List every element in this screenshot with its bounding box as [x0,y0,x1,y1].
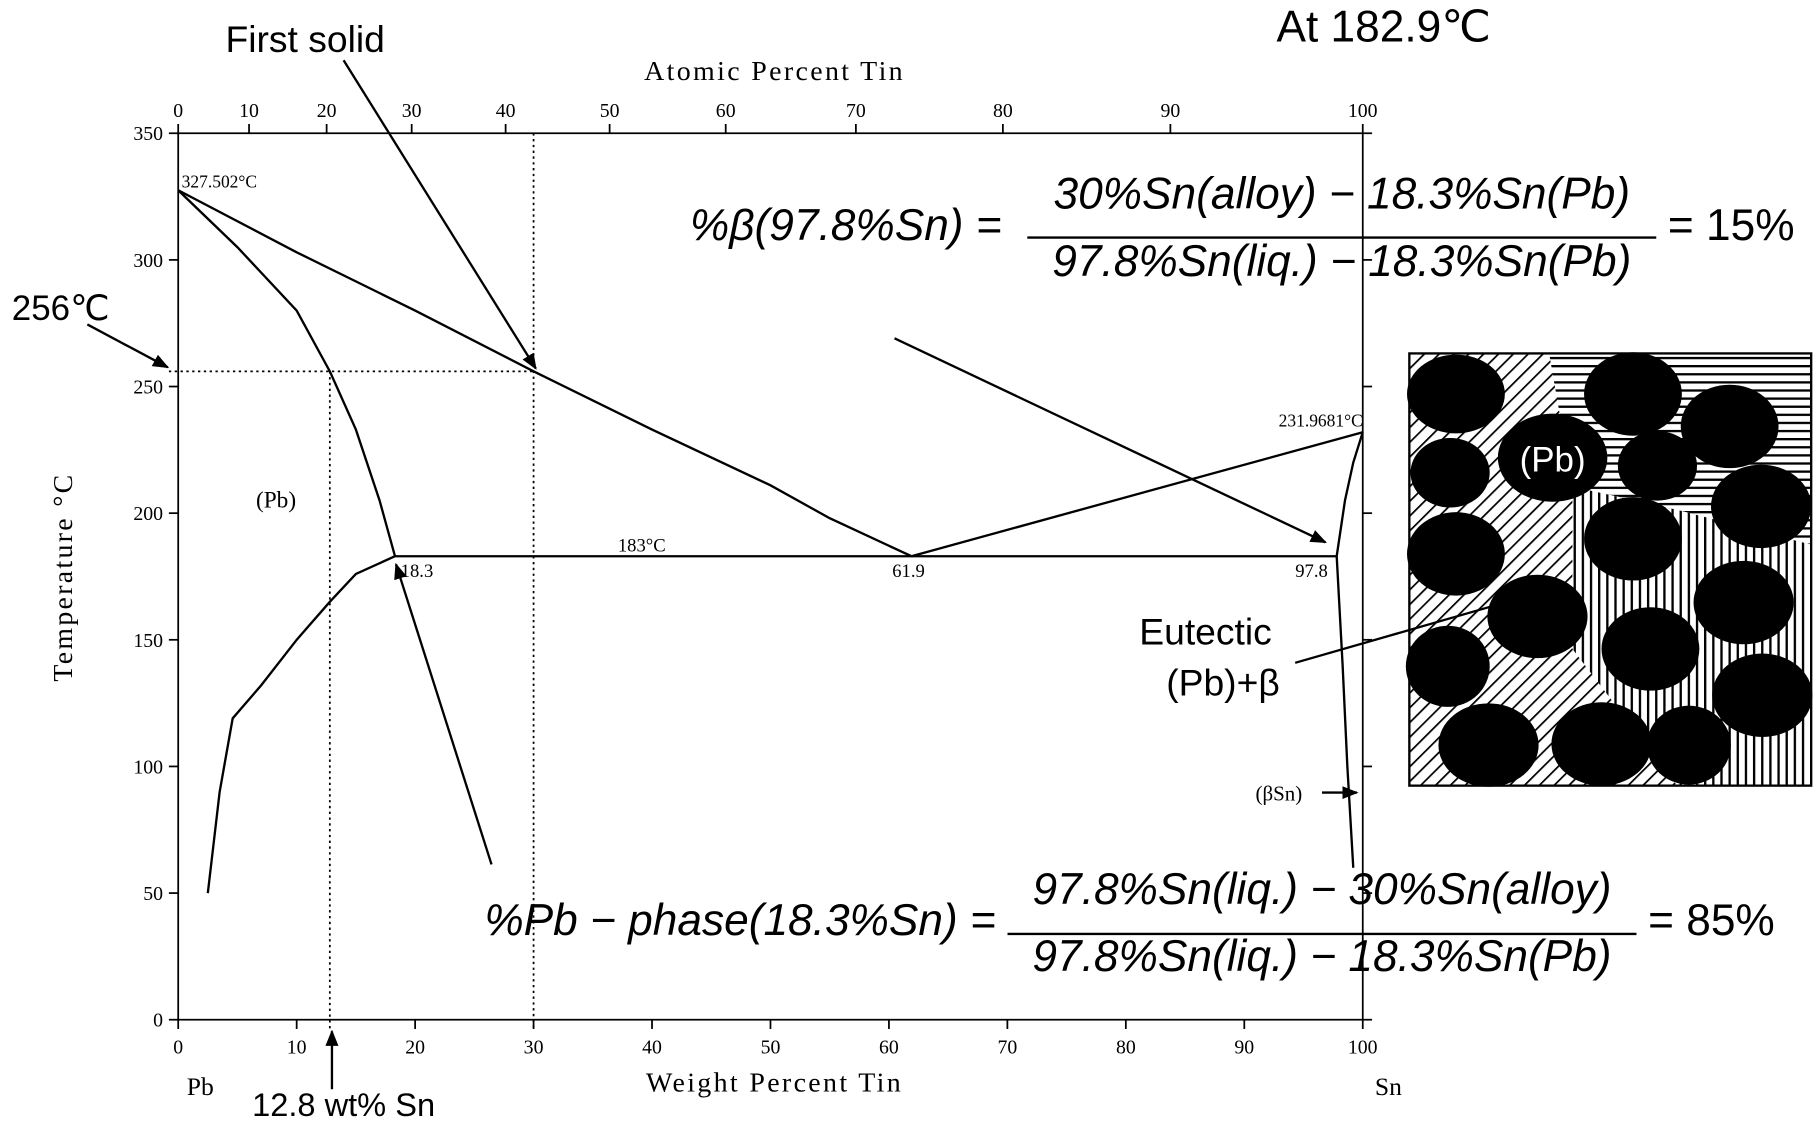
x2-tick-label: 40 [496,100,516,122]
annotation: Eutectic [1139,610,1272,652]
y-tick-label: 0 [153,1010,163,1032]
x2-tick-label: 70 [846,100,866,122]
equation: %Pb − phase(18.3%Sn) = 97.8%Sn(liq.) − 3… [484,865,1774,981]
phase-label: (βSn) [1256,782,1303,806]
arrow [396,564,492,864]
x2-tick-label: 0 [173,100,183,122]
point-label: 61.9 [892,561,925,582]
x-tick-label: 10 [287,1036,307,1058]
equation-denominator: 97.8%Sn(liq.) − 18.3%Sn(Pb) [1052,237,1631,286]
chart: Atomic Percent Tin Weight Percent Tin Te… [0,0,1817,1124]
phase-boundary [208,556,395,893]
equation-result: = 15% [1668,201,1795,250]
y-tick-label: 150 [133,630,163,652]
x2-tick-label: 50 [600,100,620,122]
x-tick-label: 40 [642,1036,662,1058]
x2-tick-label: 60 [716,100,736,122]
y-tick-label: 100 [133,756,163,778]
y-tick-label: 350 [133,123,163,145]
arrow [87,324,167,367]
point-label: 18.3 [401,561,434,582]
y-tick-label: 50 [143,883,163,905]
annotation: (Pb)+β [1166,661,1280,703]
equation-denominator: 97.8%Sn(liq.) − 18.3%Sn(Pb) [1032,932,1611,981]
equation-result: = 85% [1648,896,1775,945]
phase-boundary [1337,432,1363,556]
x-tick-label: 50 [761,1036,781,1058]
x2-tick-label: 20 [317,100,337,122]
x2-tick-label: 100 [1348,100,1378,122]
phase-boundary [1337,556,1354,868]
x2-tick-label: 30 [402,100,422,122]
equation-lhs: %Pb − phase(18.3%Sn) = [484,896,996,945]
y-tick-label: 300 [133,250,163,272]
annotation: First solid [225,18,384,60]
x-tick-label: 30 [524,1036,544,1058]
y-tick-label: 200 [133,503,163,525]
x-tick-label: 70 [997,1036,1017,1058]
microstructure: (Pb) [1406,352,1812,787]
x2-tick-label: 10 [239,100,259,122]
title: At 182.9℃ [1276,3,1490,52]
annotation: 12.8 wt% Sn [252,1087,435,1123]
point-label: 231.9681°C [1279,410,1363,430]
arrow [895,338,1326,542]
phase-boundary [911,432,1362,556]
phase-label: (Pb) [256,488,296,514]
y-tick-label: 250 [133,377,163,399]
phase-label: (Pb) [1520,441,1586,480]
x-tick-label: 80 [1116,1036,1136,1058]
point-label: 327.502°C [182,172,257,192]
x2-axis-label: Atomic Percent Tin [644,56,905,87]
x-tick-label: 60 [879,1036,899,1058]
end-label: Pb [187,1072,214,1101]
x2-tick-label: 80 [993,100,1013,122]
x2-tick-label: 90 [1160,100,1180,122]
x-tick-label: 90 [1234,1036,1254,1058]
equation-lhs: %β(97.8%Sn) = [690,201,1002,250]
equation: %β(97.8%Sn) = 30%Sn(alloy) − 18.3%Sn(Pb)… [690,170,1795,286]
end-label: Sn [1375,1072,1402,1101]
point-label: 183°C [618,536,666,557]
equation-numerator: 30%Sn(alloy) − 18.3%Sn(Pb) [1053,170,1630,219]
x-axis-label: Weight Percent Tin [646,1068,903,1099]
point-label: 97.8 [1295,561,1328,582]
equation-numerator: 97.8%Sn(liq.) − 30%Sn(alloy) [1032,865,1611,914]
x-tick-label: 100 [1348,1036,1378,1058]
x-tick-label: 20 [405,1036,425,1058]
y-axis-label: Temperature °C [48,472,79,681]
x-tick-label: 0 [173,1036,183,1058]
annotation: 256℃ [12,289,110,328]
